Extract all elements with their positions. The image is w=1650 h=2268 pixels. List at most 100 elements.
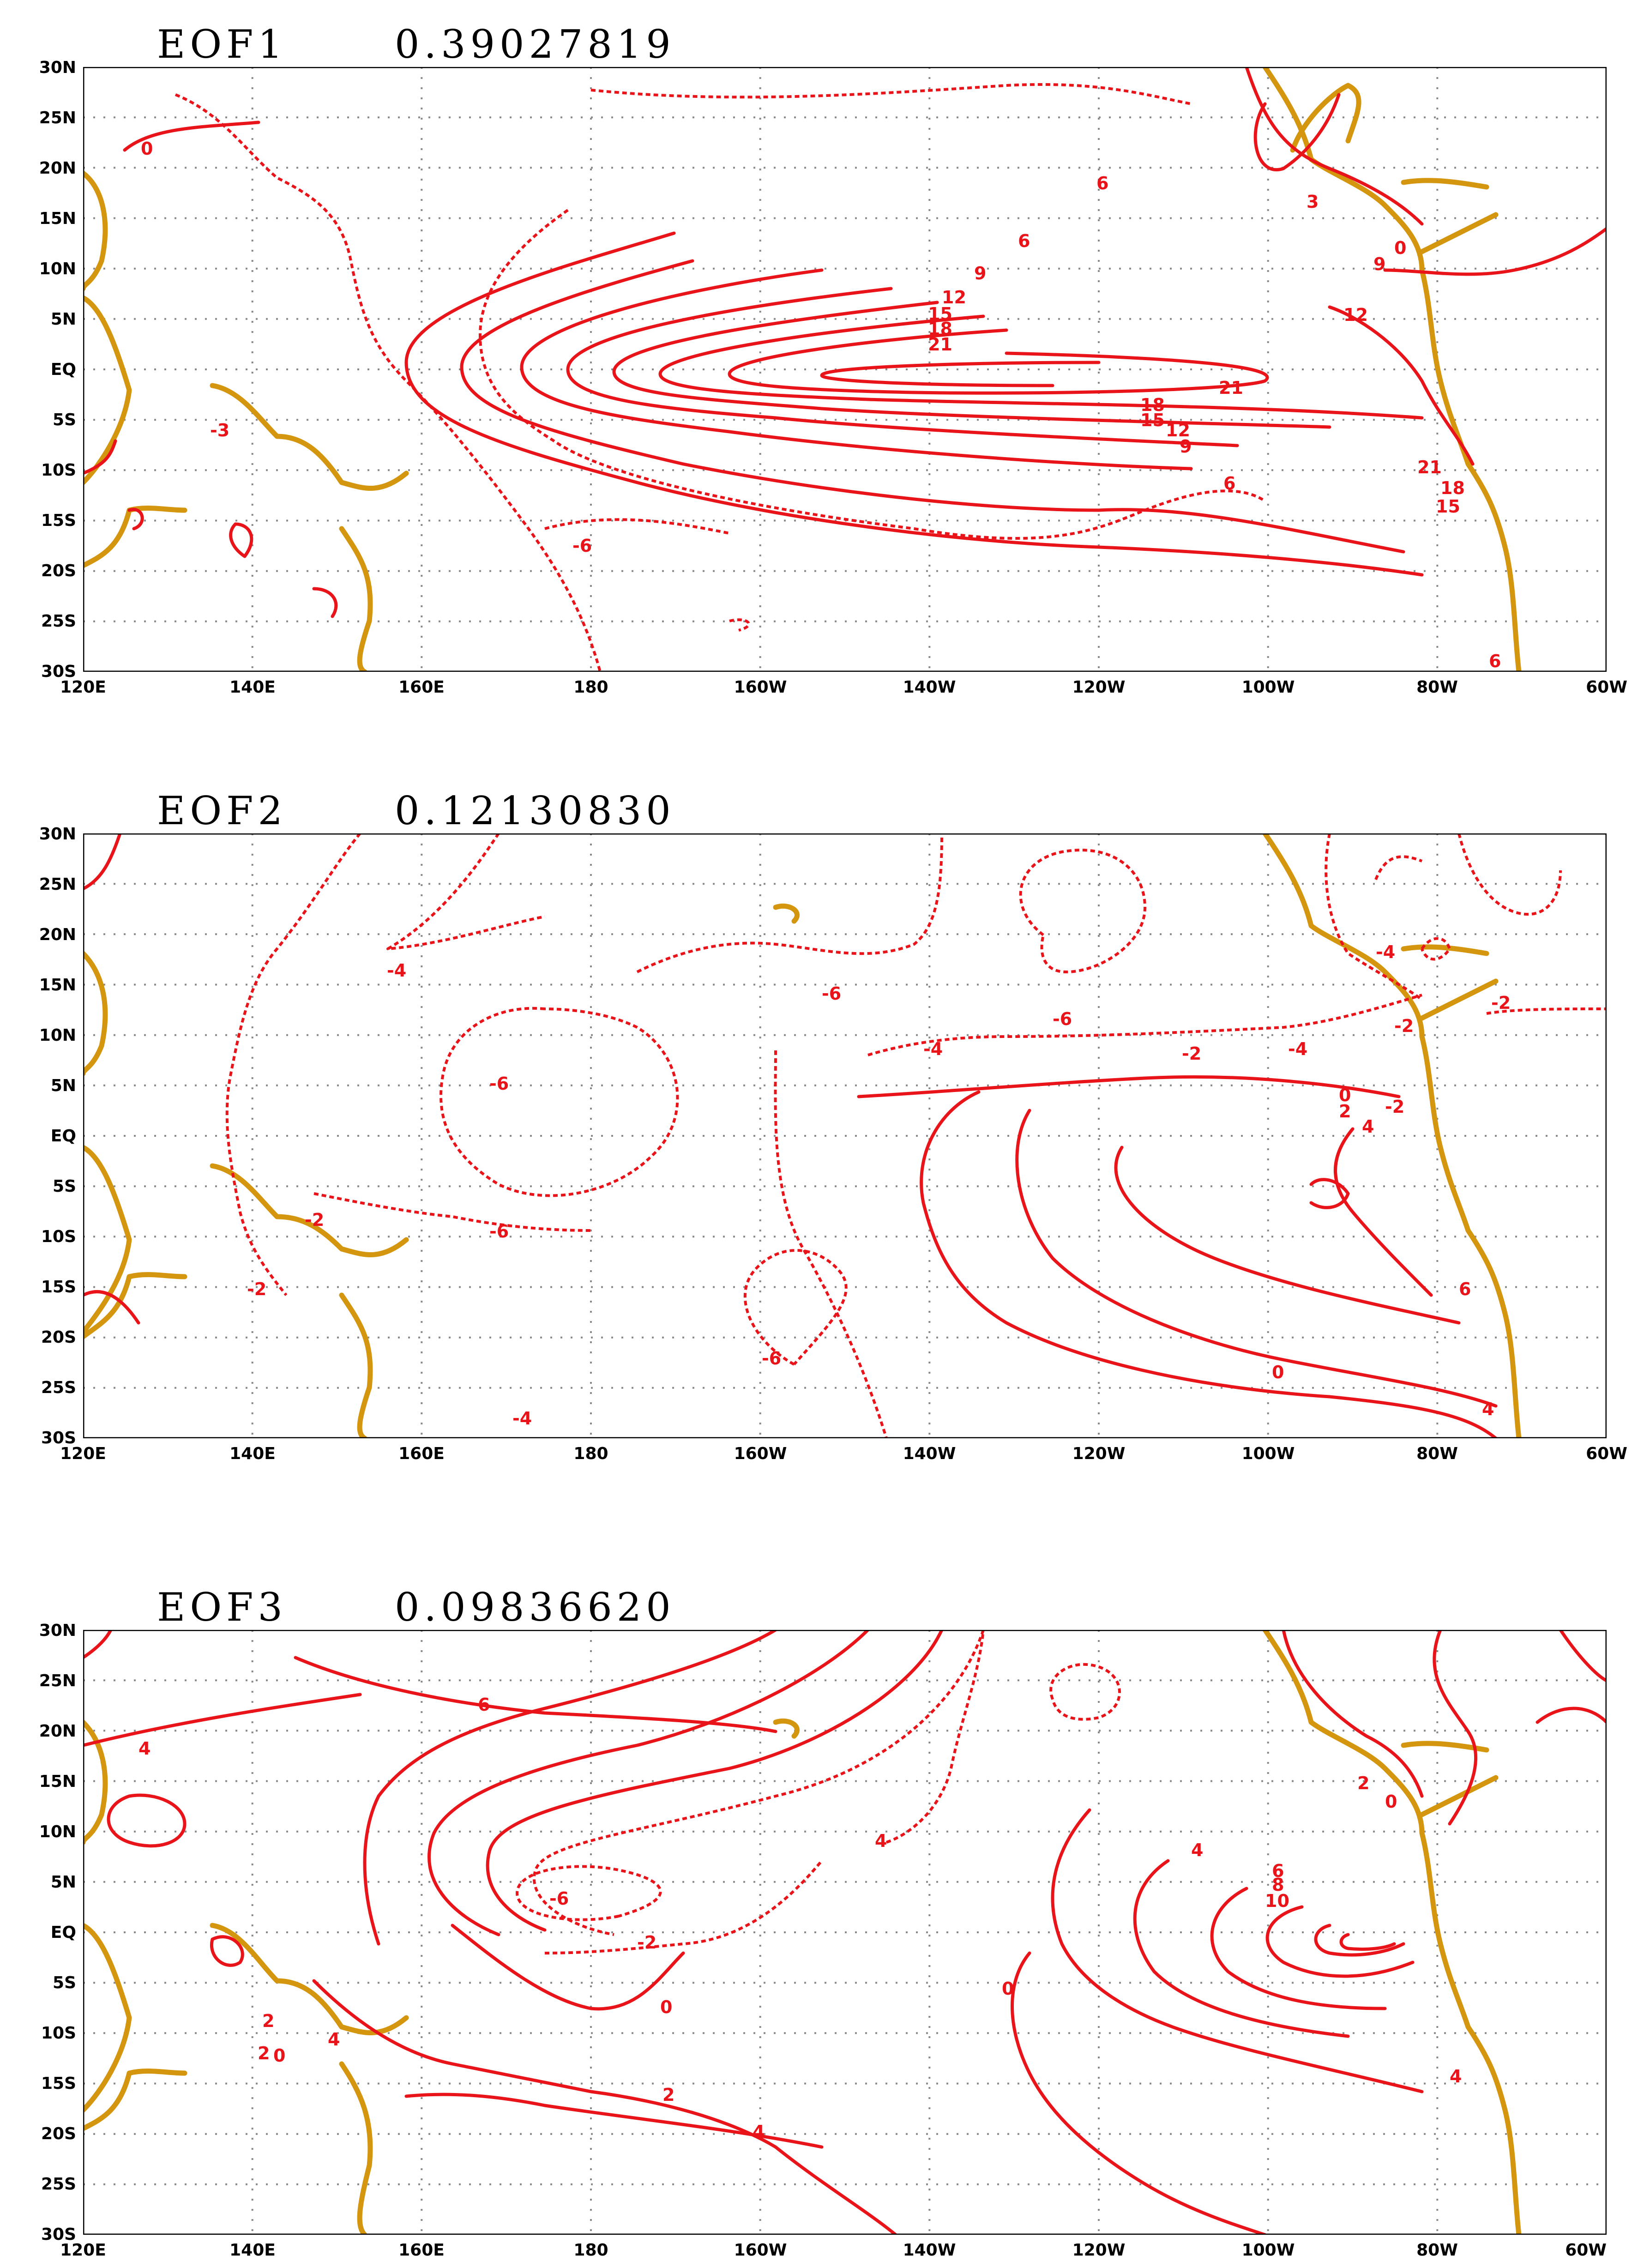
contour-label: 6 [1272, 1861, 1284, 1881]
lon-label: 60W [1586, 678, 1627, 697]
contour-label: 9 [1373, 254, 1385, 274]
contour-label: 18 [1140, 395, 1165, 415]
lon-label: 120W [1072, 1444, 1126, 1463]
contour-label: 6 [1459, 1279, 1471, 1299]
contour-label: 6 [1223, 473, 1235, 494]
contour-label: -6 [489, 1221, 509, 1242]
lat-label: 20S [41, 2124, 76, 2143]
lat-label: 20N [39, 1722, 76, 1741]
lon-label: 100W [1242, 2241, 1295, 2260]
contour-label: 18 [1440, 478, 1465, 498]
lon-axis-eof3: 120E 140E 160E 180 160W 140W 120W 100W 8… [60, 2241, 1607, 2260]
contour-label: 4 [1482, 1399, 1494, 1419]
lat-label: 30N [39, 825, 76, 844]
contour-label: 0 [273, 2045, 285, 2066]
contour-label: -2 [1491, 993, 1511, 1013]
lon-label: 60W [1586, 1444, 1627, 1463]
map-area-eof2: -4 -6 -6 -6 -4 -2 -2 -2 -6 -6 -4 -2 -4 0… [83, 833, 1607, 1438]
contour-labels-eof3: 6 4 4 -6 -2 0 2 4 0 4 6 8 10 2 0 2 2 0 4… [139, 1695, 1462, 2142]
lat-label: 20N [39, 159, 76, 178]
lon-label: 140E [229, 678, 276, 697]
panel-eof2: EOF2 0.12130830 [39, 788, 1627, 1463]
lat-label: 15N [39, 209, 76, 228]
contours-eof1 [83, 67, 1607, 672]
gridlines [83, 1630, 1607, 2235]
contour-label: 9 [974, 263, 986, 284]
lat-label: 20N [39, 925, 76, 944]
panel-variance-eof2: 0.12130830 [395, 788, 675, 833]
lat-label: 15S [41, 1278, 76, 1297]
contour-label: -4 [1288, 1039, 1307, 1059]
contour-label: 21 [1219, 378, 1243, 398]
lat-label: 25S [41, 1378, 76, 1397]
lat-label: 10S [41, 1227, 76, 1246]
lat-label: 30S [41, 662, 76, 681]
contour-label: 2 [258, 2043, 270, 2063]
lat-label: 5N [51, 310, 76, 329]
lon-label: 120W [1072, 678, 1126, 697]
lat-label: 5S [53, 1177, 76, 1196]
contour-label: -6 [822, 983, 841, 1004]
contour-label: -6 [489, 1074, 509, 1094]
contour-label: 2 [1357, 1773, 1369, 1793]
lon-label: 180 [573, 678, 608, 697]
panel-title-eof3: EOF3 [157, 1585, 287, 1630]
contour-label: 0 [1272, 1362, 1284, 1382]
lat-axis-eof1: 30N 25N 20N 15N 10N 5N EQ 5S 10S 15S 20S… [39, 58, 76, 681]
lat-label: 10S [41, 2024, 76, 2043]
lon-label: 160W [734, 678, 787, 697]
contour-label: 18 [928, 319, 952, 339]
contour-label: -2 [305, 1210, 324, 1230]
lon-label: 160E [398, 678, 445, 697]
contour-label: 2 [662, 2085, 674, 2105]
lon-label: 60W [1565, 2241, 1607, 2260]
lat-label: 20S [41, 561, 76, 580]
lon-label: 180 [573, 1444, 608, 1463]
coastlines [83, 1630, 1522, 2235]
lat-label: 10N [39, 259, 76, 278]
contour-label: 4 [875, 1831, 887, 1851]
contour-label: 0 [660, 1997, 672, 2017]
coastlines [83, 67, 1522, 672]
lat-label: 15N [39, 1772, 76, 1791]
contour-label: 15 [1140, 410, 1165, 430]
panel-title-eof1: EOF1 [157, 22, 287, 67]
contour-label: 9 [1180, 436, 1192, 457]
lat-label: 30N [39, 58, 76, 77]
lat-label: EQ [51, 1923, 76, 1942]
contour-label: -6 [549, 1888, 569, 1909]
gridlines [83, 833, 1607, 1438]
lat-label: 25N [39, 109, 76, 127]
panel-eof3: EOF3 0.09836620 [39, 1585, 1607, 2260]
contours-eof3 [83, 1630, 1607, 2235]
contour-label: 6 [1096, 173, 1108, 193]
contours-eof2 [83, 833, 1607, 1438]
lat-label: 30N [39, 1621, 76, 1640]
lon-label: 120E [60, 2241, 106, 2260]
contour-label: 2 [1339, 1101, 1351, 1122]
contour-label: 4 [1450, 2066, 1462, 2087]
panel-title-eof2: EOF2 [157, 788, 287, 833]
lat-label: 10N [39, 1822, 76, 1841]
lat-label: 10N [39, 1026, 76, 1045]
contour-label: 4 [139, 1738, 151, 1759]
contour-label: 0 [1002, 1978, 1014, 1999]
lat-label: 15S [41, 2074, 76, 2093]
contour-label: 4 [753, 2122, 765, 2142]
contour-label: 6 [478, 1695, 490, 1715]
lat-label: 25S [41, 612, 76, 631]
lon-label: 100W [1242, 1444, 1295, 1463]
contour-label: 4 [1191, 1840, 1203, 1860]
lat-label: 10S [41, 461, 76, 480]
contour-label: -4 [387, 960, 406, 981]
lat-label: EQ [51, 1127, 76, 1146]
contour-label: -2 [1182, 1044, 1201, 1064]
contour-label: 21 [1417, 457, 1442, 477]
lat-label: 25S [41, 2175, 76, 2194]
lon-label: 120E [60, 1444, 106, 1463]
contour-label: -4 [1376, 942, 1395, 962]
lat-label: 5S [53, 1973, 76, 1992]
lon-label: 120E [60, 678, 106, 697]
lon-label: 160E [398, 2241, 445, 2260]
